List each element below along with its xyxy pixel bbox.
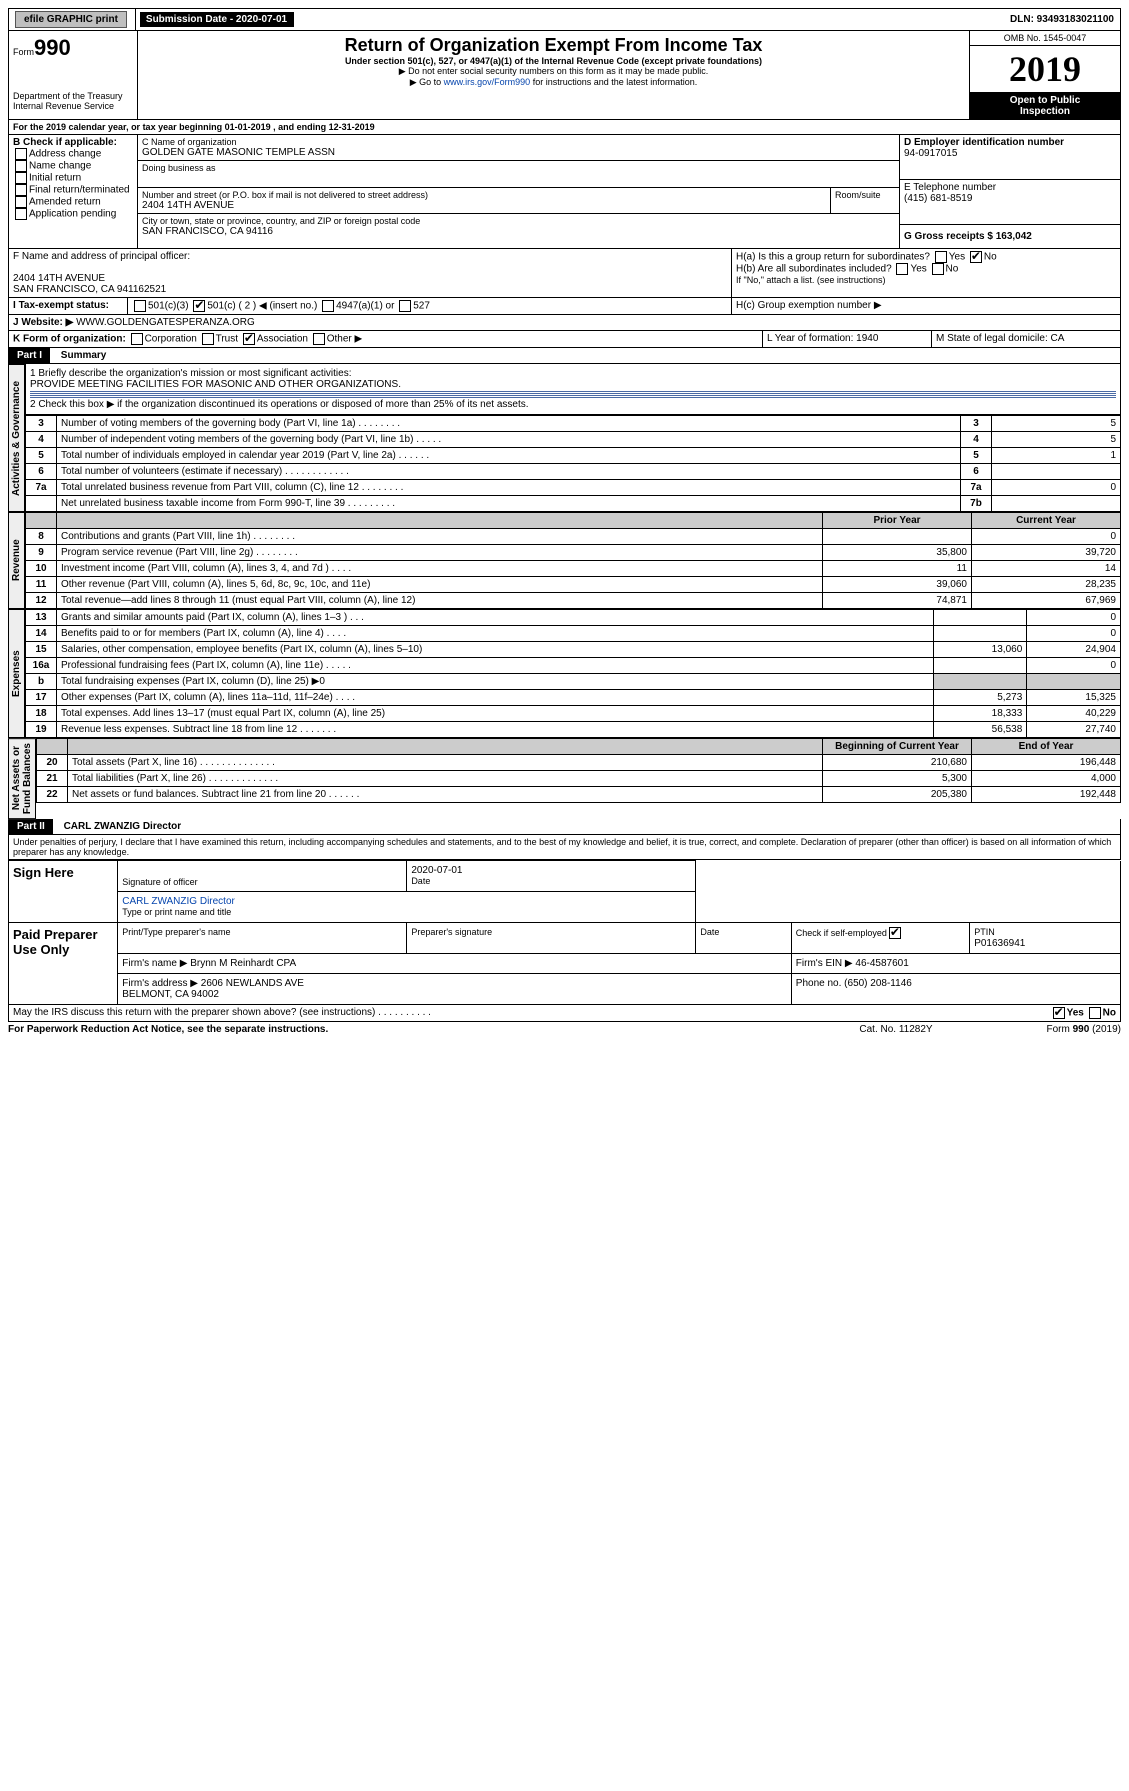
part1-title: Summary [53, 350, 107, 361]
lbl-date2: Date [700, 927, 719, 937]
chk-amended[interactable]: Amended return [13, 196, 133, 208]
irs: Internal Revenue Service [13, 101, 133, 111]
h-note: If "No," attach a list. (see instruction… [736, 275, 1116, 285]
side-expenses: Expenses [8, 609, 25, 738]
pra-notice: For Paperwork Reduction Act Notice, see … [8, 1024, 821, 1035]
entity-block: B Check if applicable: Address change Na… [8, 135, 1121, 249]
discuss-yesno: Yes No [1051, 1007, 1116, 1019]
h-c: H(c) Group exemption number ▶ [732, 298, 1120, 314]
phone: (415) 681-8519 [904, 193, 1116, 204]
side-revenue: Revenue [8, 512, 25, 609]
lbl-tax-status: I Tax-exempt status: [9, 298, 128, 314]
chk-initial[interactable]: Initial return [13, 172, 133, 184]
self-employed: Check if self-employed [796, 928, 903, 938]
street: 2404 14TH AVENUE [142, 200, 826, 211]
state-domicile: M State of legal domicile: CA [932, 331, 1120, 347]
open-public: Open to PublicInspection [970, 93, 1120, 119]
website: WWW.GOLDENGATESPERANZA.ORG [76, 317, 255, 328]
page-title: Return of Organization Exempt From Incom… [142, 35, 965, 56]
lbl-sig-officer: Signature of officer [122, 877, 402, 887]
lbl-officer: F Name and address of principal officer: [13, 251, 727, 262]
ptin: P01636941 [974, 938, 1025, 949]
omb: OMB No. 1545-0047 [970, 31, 1120, 46]
lbl-ptin: PTIN [974, 927, 995, 937]
sign-here: Sign Here [9, 861, 118, 923]
lbl-room: Room/suite [831, 188, 899, 213]
q1: 1 Briefly describe the organization's mi… [30, 368, 1116, 379]
h-b: H(b) Are all subordinates included? Yes … [736, 263, 1116, 275]
city: SAN FRANCISCO, CA 94116 [142, 226, 895, 237]
ein: 94-0917015 [904, 148, 1116, 159]
h-a: H(a) Is this a group return for subordin… [736, 251, 1116, 263]
form-footer: Form 990 (2019) [971, 1024, 1121, 1035]
firm-name: Firm's name ▶ Brynn M Reinhardt CPA [118, 954, 792, 974]
discuss-line: May the IRS discuss this return with the… [13, 1007, 1051, 1019]
org-name: GOLDEN GATE MASONIC TEMPLE ASSN [142, 147, 895, 158]
officer-addr2: SAN FRANCISCO, CA 941162521 [13, 284, 727, 295]
form990-link[interactable]: www.irs.gov/Form990 [444, 77, 531, 87]
note-ssn: ▶ Do not enter social security numbers o… [142, 66, 965, 77]
top-bar: efile GRAPHIC print Submission Date - 20… [8, 8, 1121, 31]
chk-app[interactable]: Application pending [13, 208, 133, 220]
form-number: 990 [34, 35, 71, 60]
side-activities: Activities & Governance [8, 364, 25, 512]
lbl-orgname: C Name of organization [142, 137, 895, 147]
mission: PROVIDE MEETING FACILITIES FOR MASONIC A… [30, 379, 1116, 390]
officer-name[interactable]: CARL ZWANZIG Director [122, 896, 235, 907]
lbl-website: Website: ▶ [21, 317, 73, 328]
declaration: Under penalties of perjury, I declare th… [8, 835, 1121, 860]
lbl-date: Date [411, 876, 691, 886]
signature-table: Sign Here Signature of officer 2020-07-0… [8, 860, 1121, 1005]
form-header: Form990 Department of the Treasury Inter… [8, 31, 1121, 120]
revenue-table: Prior YearCurrent Year8Contributions and… [25, 512, 1121, 609]
lbl-street: Number and street (or P.O. box if mail i… [142, 190, 826, 200]
lbl-preparer-name: Print/Type preparer's name [122, 927, 230, 937]
lbl-dba: Doing business as [142, 163, 895, 173]
year-formation: L Year of formation: 1940 [763, 331, 932, 347]
officer-block: F Name and address of principal officer:… [8, 249, 1121, 298]
part2-tab: Part II [9, 819, 53, 834]
governance-table: 3Number of voting members of the governi… [25, 415, 1121, 512]
form-org: K Form of organization: Corporation Trus… [9, 331, 763, 347]
dept: Department of the Treasury [13, 91, 133, 101]
chk-address[interactable]: Address change [13, 148, 133, 160]
section-b: B Check if applicable: [13, 137, 133, 148]
chk-final[interactable]: Final return/terminated [13, 184, 133, 196]
q2: 2 Check this box ▶ if the organization d… [30, 399, 1116, 410]
paid-preparer: Paid Preparer Use Only [9, 923, 118, 1005]
gross-receipts: G Gross receipts $ 163,042 [904, 231, 1032, 242]
tax-year: 2019 [970, 46, 1120, 93]
expenses-table: 13Grants and similar amounts paid (Part … [25, 609, 1121, 738]
chk-name[interactable]: Name change [13, 160, 133, 172]
note-link: ▶ Go to www.irs.gov/Form990 for instruct… [142, 77, 965, 88]
dln: DLN: 93493183021100 [1004, 12, 1120, 27]
submission-date: Submission Date - 2020-07-01 [140, 12, 294, 27]
lbl-phone: E Telephone number [904, 182, 1116, 193]
lbl-city: City or town, state or province, country… [142, 216, 895, 226]
part1-tab: Part I [9, 348, 50, 363]
subtitle: Under section 501(c), 527, or 4947(a)(1)… [142, 56, 965, 66]
netassets-table: Beginning of Current YearEnd of Year20To… [36, 738, 1121, 803]
part2-title: CARL ZWANZIG Director [56, 821, 182, 832]
firm-addr: Firm's address ▶ 2606 NEWLANDS AVE [122, 978, 304, 989]
sig-date: 2020-07-01 [411, 865, 691, 876]
lbl-ein: D Employer identification number [904, 137, 1116, 148]
cat-no: Cat. No. 11282Y [821, 1024, 971, 1035]
tax-status-opts: 501(c)(3) 501(c) ( 2 ) ◀ (insert no.) 49… [128, 298, 732, 314]
lbl-type-name: Type or print name and title [122, 907, 231, 917]
form-word: Form [13, 47, 34, 57]
lbl-preparer-sig: Preparer's signature [411, 927, 492, 937]
firm-ein: Firm's EIN ▶ 46-4587601 [791, 954, 1120, 974]
period-line: For the 2019 calendar year, or tax year … [8, 120, 1121, 135]
firm-addr2: BELMONT, CA 94002 [122, 989, 219, 1000]
side-netassets: Net Assets or Fund Balances [8, 738, 36, 819]
efile-button[interactable]: efile GRAPHIC print [15, 11, 127, 28]
officer-addr1: 2404 14TH AVENUE [13, 273, 727, 284]
firm-phone: Phone no. (650) 208-1146 [791, 974, 1120, 1005]
